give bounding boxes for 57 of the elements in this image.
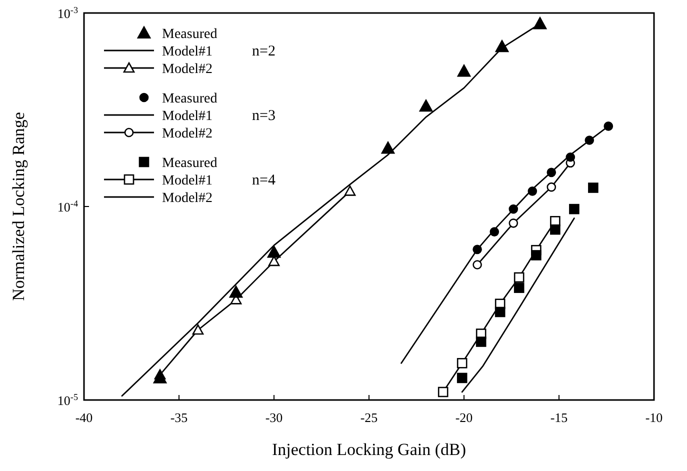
y-tick-label: 10$^{-5}$ [57,392,78,408]
x-tick-label: -35 [170,410,188,425]
point [490,227,500,236]
point [566,152,576,162]
x-tick-label: -10 [645,410,663,425]
legend-label: Measured [162,92,218,106]
x-axis-title: Injection Locking Gain (dB) [272,440,466,459]
point [456,372,468,384]
legend-label: Model#1 [162,109,213,124]
point [472,244,482,254]
point [495,40,509,52]
point [153,371,167,384]
point [344,186,356,196]
point [476,336,486,347]
legend-label: Measured [162,27,218,42]
annotation: n=3 [252,108,276,124]
y-axis-title: Normalized Locking Range [9,112,28,301]
point [381,142,395,154]
x-tick-label: -40 [75,410,93,425]
point [569,204,580,214]
point [457,64,471,77]
y-tick-label: 10$^{-3}$ [57,5,78,21]
legend-label: Model#1 [162,174,213,188]
point [604,122,614,131]
legend-label: Model#1 [162,44,213,60]
point [531,250,542,260]
x-tick-label: -25 [360,410,378,425]
point [584,136,594,145]
point [229,286,243,298]
point [419,100,433,112]
legend-label: Model#2 [162,191,213,206]
point [533,17,547,30]
point [550,224,560,235]
annotation: n=4 [252,172,276,188]
point [514,282,524,293]
x-tick-label: -20 [455,410,473,425]
point [514,272,524,283]
point [528,186,538,196]
x-tick-label: -30 [265,410,283,425]
annotation: n=2 [252,44,276,60]
legend-label: Model#2 [162,126,213,142]
point [546,182,556,192]
x-tick-label: -15 [550,410,568,425]
point [508,204,518,214]
point [546,168,556,178]
point [472,260,482,270]
legend-label: Measured [162,156,218,171]
line-series [461,218,575,393]
point [438,386,448,398]
y-tick-label: 10$^{-4}$ [57,198,78,214]
point [267,246,281,258]
point [456,358,468,368]
point [508,218,518,228]
point [588,182,598,193]
point [494,306,506,318]
legend-label: Model#2 [162,62,213,77]
point [192,324,204,335]
